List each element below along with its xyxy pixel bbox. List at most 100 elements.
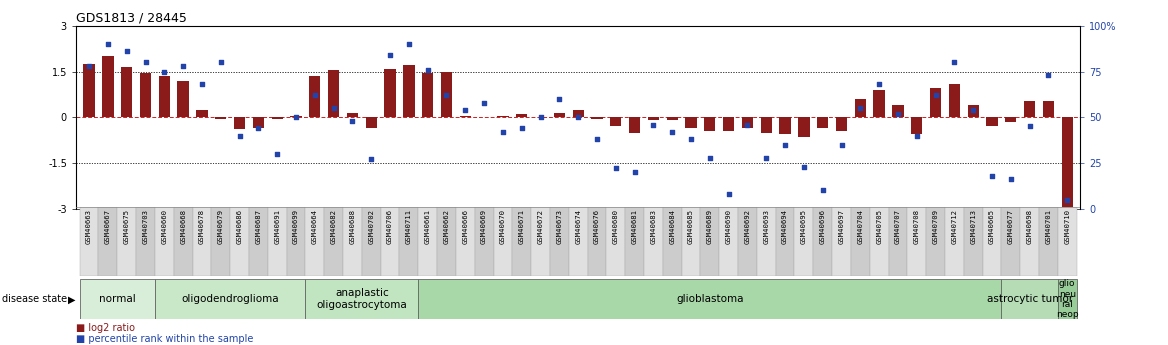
Text: GSM40676: GSM40676 bbox=[595, 209, 600, 244]
Point bbox=[682, 137, 701, 142]
Point bbox=[851, 106, 870, 111]
Bar bbox=[325, 207, 343, 276]
Bar bbox=[1062, 117, 1073, 209]
Bar bbox=[569, 207, 588, 276]
Bar bbox=[591, 117, 603, 119]
Point bbox=[738, 122, 757, 127]
Point bbox=[606, 166, 625, 171]
Text: GSM40701: GSM40701 bbox=[1045, 209, 1051, 244]
Text: GSM40683: GSM40683 bbox=[651, 209, 656, 244]
Point bbox=[193, 82, 211, 87]
Bar bbox=[83, 64, 95, 117]
Bar bbox=[98, 207, 117, 276]
Bar bbox=[384, 69, 396, 117]
Bar bbox=[343, 207, 362, 276]
Bar bbox=[682, 207, 701, 276]
Text: ■ log2 ratio: ■ log2 ratio bbox=[76, 324, 135, 333]
Bar bbox=[1020, 207, 1040, 276]
Bar bbox=[252, 117, 264, 128]
Bar bbox=[513, 207, 531, 276]
Text: oligodendroglioma: oligodendroglioma bbox=[181, 294, 279, 304]
Bar bbox=[588, 207, 606, 276]
Bar bbox=[798, 117, 809, 137]
Bar bbox=[776, 207, 794, 276]
Point bbox=[832, 142, 850, 148]
Bar bbox=[137, 207, 155, 276]
Bar bbox=[1040, 207, 1058, 276]
Point bbox=[550, 96, 569, 102]
Point bbox=[306, 92, 325, 98]
Text: GSM40698: GSM40698 bbox=[1027, 209, 1033, 244]
Bar bbox=[719, 207, 738, 276]
Bar bbox=[366, 117, 377, 128]
Bar bbox=[908, 207, 926, 276]
Point bbox=[719, 191, 738, 197]
Point bbox=[663, 129, 682, 135]
Point bbox=[456, 107, 474, 113]
Text: GSM40664: GSM40664 bbox=[312, 209, 318, 244]
Bar bbox=[892, 105, 904, 117]
Text: glio
neu
ral
neop: glio neu ral neop bbox=[1056, 279, 1078, 319]
Point bbox=[343, 118, 362, 124]
Bar bbox=[437, 207, 456, 276]
Bar bbox=[249, 207, 267, 276]
Text: GSM40672: GSM40672 bbox=[537, 209, 543, 244]
Point bbox=[494, 129, 513, 135]
Bar bbox=[794, 207, 813, 276]
Bar bbox=[818, 117, 828, 128]
Bar bbox=[874, 90, 885, 117]
Bar bbox=[399, 207, 418, 276]
Bar bbox=[986, 117, 997, 126]
Bar bbox=[155, 207, 174, 276]
Bar bbox=[1024, 100, 1035, 117]
Text: GSM40709: GSM40709 bbox=[932, 209, 939, 244]
Bar bbox=[757, 207, 776, 276]
Point bbox=[1040, 72, 1058, 78]
Bar bbox=[155, 279, 305, 319]
Text: GSM40702: GSM40702 bbox=[368, 209, 374, 244]
Bar bbox=[911, 117, 923, 134]
Bar bbox=[701, 207, 719, 276]
Text: normal: normal bbox=[99, 294, 135, 304]
Bar bbox=[851, 207, 870, 276]
Bar bbox=[305, 279, 418, 319]
Bar bbox=[832, 207, 851, 276]
Bar bbox=[460, 116, 471, 117]
Point bbox=[794, 164, 813, 169]
Bar bbox=[964, 207, 982, 276]
Text: GSM40668: GSM40668 bbox=[180, 209, 186, 244]
Bar bbox=[930, 88, 941, 117]
Point bbox=[982, 173, 1001, 179]
Point bbox=[945, 60, 964, 65]
Point bbox=[588, 137, 606, 142]
Text: GSM40673: GSM40673 bbox=[556, 209, 562, 244]
Text: GSM40687: GSM40687 bbox=[256, 209, 262, 244]
Point bbox=[437, 92, 456, 98]
Bar bbox=[644, 207, 662, 276]
Bar bbox=[291, 116, 301, 117]
Bar bbox=[628, 117, 640, 132]
Point bbox=[211, 60, 230, 65]
Point bbox=[1001, 177, 1020, 182]
Bar bbox=[196, 110, 208, 117]
Text: GDS1813 / 28445: GDS1813 / 28445 bbox=[76, 12, 187, 25]
Bar bbox=[310, 76, 320, 117]
Bar bbox=[286, 207, 305, 276]
Point bbox=[625, 169, 644, 175]
Text: GSM40665: GSM40665 bbox=[989, 209, 995, 244]
Text: GSM40711: GSM40711 bbox=[405, 209, 412, 244]
Bar bbox=[271, 117, 283, 119]
Text: GSM40694: GSM40694 bbox=[783, 209, 788, 244]
Bar bbox=[418, 207, 437, 276]
Point bbox=[155, 69, 174, 75]
Point bbox=[757, 155, 776, 160]
Text: GSM40690: GSM40690 bbox=[725, 209, 731, 244]
Text: GSM40689: GSM40689 bbox=[707, 209, 712, 244]
Bar bbox=[1001, 279, 1058, 319]
Text: GSM40705: GSM40705 bbox=[876, 209, 882, 244]
Point bbox=[813, 188, 832, 193]
Text: GSM40695: GSM40695 bbox=[801, 209, 807, 244]
Bar bbox=[1058, 207, 1077, 276]
Bar bbox=[267, 207, 286, 276]
Text: GSM40662: GSM40662 bbox=[444, 209, 450, 244]
